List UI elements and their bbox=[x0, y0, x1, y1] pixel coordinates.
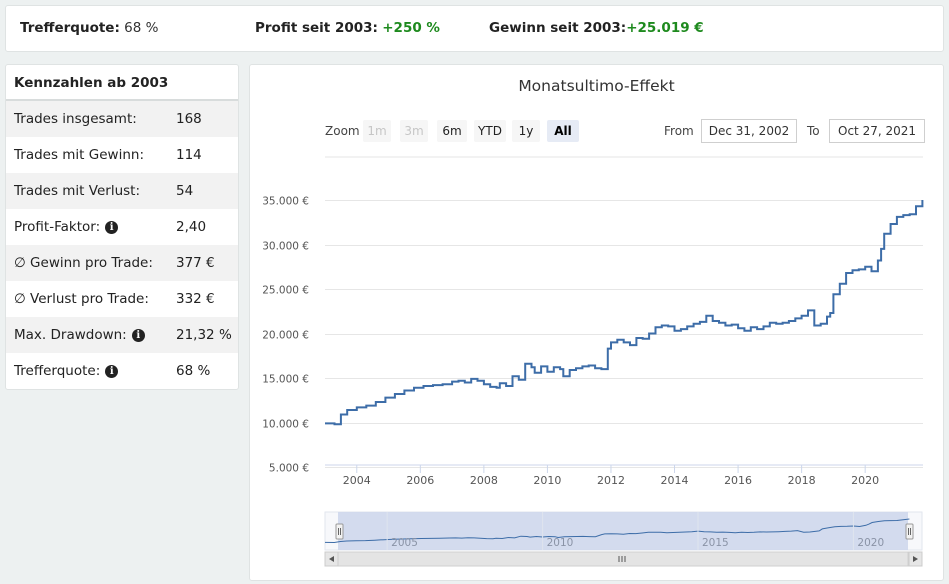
kennzahl-label: Trades mit Verlust: bbox=[14, 183, 140, 199]
arrow-left-icon bbox=[329, 556, 334, 562]
gewinn-value: +25.019 € bbox=[626, 20, 704, 36]
profit-stat: Profit seit 2003: +250 % bbox=[255, 20, 440, 36]
kennzahl-row: Trades mit Gewinn: 114 bbox=[6, 137, 238, 173]
trefferquote-value: 68 % bbox=[124, 20, 159, 36]
arrow-right-icon bbox=[913, 556, 918, 562]
kennzahl-value: 54 bbox=[176, 183, 194, 199]
y-tick-label: 5.000 € bbox=[269, 463, 309, 475]
kennzahl-label: ∅ Gewinn pro Trade: bbox=[14, 255, 153, 271]
kennzahl-row: Trades mit Verlust: 54 bbox=[6, 173, 238, 209]
x-tick-label: 2016 bbox=[724, 474, 752, 487]
kennzahl-row: Trefferquote: i 68 % bbox=[6, 353, 238, 389]
gewinn-label: Gewinn seit 2003: bbox=[489, 20, 627, 36]
kennzahl-value: 21,32 % bbox=[176, 327, 232, 343]
x-tick-label: 2012 bbox=[597, 474, 625, 487]
kennzahl-label: Profit-Faktor: bbox=[14, 219, 101, 235]
navigator-left-handle[interactable] bbox=[335, 523, 344, 540]
y-tick-label: 35.000 € bbox=[262, 196, 309, 208]
kennzahl-label: ∅ Verlust pro Trade: bbox=[14, 291, 149, 307]
gewinn-stat: Gewinn seit 2003:+25.019 € bbox=[489, 20, 704, 36]
y-tick-label: 15.000 € bbox=[262, 374, 309, 386]
from-date-input[interactable]: Dec 31, 2002 bbox=[701, 119, 797, 143]
zoom-6m-button[interactable]: 6m bbox=[437, 120, 467, 142]
zoom-ytd-button[interactable]: YTD bbox=[474, 120, 506, 142]
profit-label: Profit seit 2003: bbox=[255, 20, 378, 36]
kennzahlen-table: Trades insgesamt: 168 Trades mit Gewinn: 1… bbox=[6, 101, 238, 389]
to-label: To bbox=[807, 124, 820, 138]
zoom-all-button[interactable]: All bbox=[547, 120, 579, 142]
navigator-tick-label: 2005 bbox=[391, 537, 418, 549]
kennzahlen-panel: Kennzahlen ab 2003 Trades insgesamt: 168 … bbox=[5, 64, 239, 390]
info-icon[interactable]: i bbox=[105, 220, 119, 234]
y-tick-label: 25.000 € bbox=[262, 285, 309, 297]
navigator-right-handle[interactable] bbox=[905, 523, 914, 540]
zoom-1y-button[interactable]: 1y bbox=[512, 120, 540, 142]
chart-panel: Monatsultimo-Effekt Zoom 1m 3m 6m YTD 1y… bbox=[249, 64, 944, 581]
kennzahl-value: 2,40 bbox=[176, 219, 207, 235]
chart-canvas: 5.000 € 10.000 € 15.000 € 20.000 € 25.000 € 3… bbox=[262, 156, 924, 567]
kennzahl-row: Max. Drawdown: i 21,32 % bbox=[6, 317, 238, 353]
x-tick-label: 2010 bbox=[533, 474, 561, 487]
series-line bbox=[325, 200, 924, 426]
y-tick-label: 10.000 € bbox=[262, 419, 309, 431]
kennzahl-row: ∅ Verlust pro Trade: 332 € bbox=[6, 281, 238, 317]
x-tick-label: 2008 bbox=[470, 474, 498, 487]
zoom-1m-button[interactable]: 1m bbox=[363, 120, 391, 142]
kennzahl-value: 114 bbox=[176, 147, 202, 163]
from-label: From bbox=[664, 124, 694, 138]
x-tick-label: 2020 bbox=[851, 474, 879, 487]
kennzahl-value: 68 % bbox=[176, 363, 211, 379]
kennzahl-value: 377 € bbox=[176, 255, 215, 271]
trefferquote-stat: Trefferquote: 68 % bbox=[20, 20, 158, 36]
x-tick-label: 2004 bbox=[343, 474, 371, 487]
navigator-tick-label: 2015 bbox=[702, 537, 729, 549]
kennzahl-value: 332 € bbox=[176, 291, 215, 307]
y-tick-label: 20.000 € bbox=[262, 330, 309, 342]
y-tick-label: 30.000 € bbox=[262, 241, 309, 253]
navigator-series-line bbox=[324, 518, 910, 544]
kennzahl-value: 168 bbox=[176, 111, 202, 127]
navigator-selection bbox=[338, 512, 908, 550]
info-icon[interactable]: i bbox=[105, 364, 119, 378]
scrollbar-thumb[interactable] bbox=[337, 551, 909, 567]
kennzahl-row: Profit-Faktor: i 2,40 bbox=[6, 209, 238, 245]
navigator-tick-label: 2010 bbox=[547, 537, 574, 549]
x-tick-label: 2014 bbox=[661, 474, 689, 487]
kennzahl-label: Trades mit Gewinn: bbox=[14, 147, 144, 163]
profit-value: +250 % bbox=[382, 20, 440, 36]
x-tick-label: 2018 bbox=[788, 474, 816, 487]
kennzahlen-title: Kennzahlen ab 2003 bbox=[6, 65, 238, 101]
to-date-input[interactable]: Oct 27, 2021 bbox=[829, 119, 925, 143]
zoom-3m-button[interactable]: 3m bbox=[400, 120, 428, 142]
zoom-label: Zoom bbox=[325, 124, 360, 138]
summary-bar: Trefferquote: 68 % Profit seit 2003: +25… bbox=[5, 5, 944, 52]
trefferquote-label: Trefferquote: bbox=[20, 20, 120, 36]
kennzahl-row: Trades insgesamt: 168 bbox=[6, 101, 238, 137]
kennzahl-label: Trades insgesamt: bbox=[14, 111, 137, 127]
kennzahl-label: Trefferquote: bbox=[14, 363, 101, 379]
info-icon[interactable]: i bbox=[131, 328, 145, 342]
chart-title: Monatsultimo-Effekt bbox=[518, 77, 675, 95]
kennzahl-row: ∅ Gewinn pro Trade: 377 € bbox=[6, 245, 238, 281]
kennzahl-label: Max. Drawdown: bbox=[14, 327, 127, 343]
navigator-tick-label: 2020 bbox=[857, 537, 884, 549]
x-tick-label: 2006 bbox=[406, 474, 434, 487]
